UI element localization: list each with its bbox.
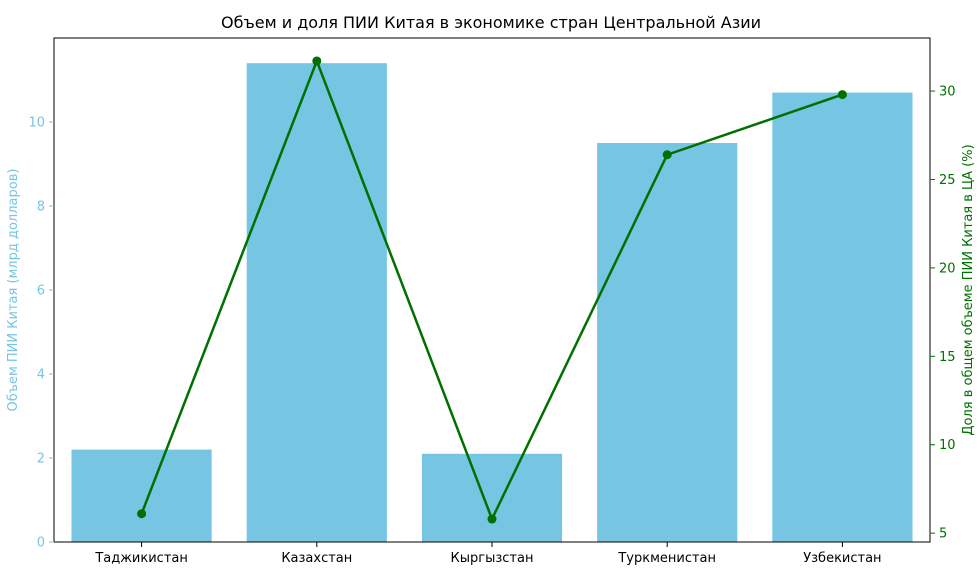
line-layer — [137, 56, 847, 524]
x-tick-label: Узбекистан — [803, 551, 881, 566]
line-point-5 — [837, 90, 847, 100]
chart-title: Объем и доля ПИИ Китая в экономике стран… — [221, 13, 761, 32]
y2-tick-label: 30 — [939, 85, 956, 100]
x-tick-label: Таджикистан — [94, 551, 188, 566]
y2-tick-label: 5 — [939, 527, 947, 542]
y-tick-label: 8 — [37, 200, 45, 215]
y-axis-label: Объем ПИИ Китая (млрд долларов) — [6, 169, 21, 412]
line-point-4 — [662, 150, 672, 160]
line-point-3 — [487, 514, 497, 524]
x-tick-label: Туркменистан — [617, 551, 716, 566]
bar-2 — [246, 63, 387, 542]
y2-tick-label: 25 — [939, 173, 956, 188]
bars-layer — [71, 63, 913, 542]
bar-4 — [597, 143, 738, 542]
bar-5 — [772, 92, 913, 542]
y2-tick-label: 15 — [939, 350, 956, 365]
y-tick-label: 0 — [37, 536, 45, 551]
y2-tick-label: 20 — [939, 261, 956, 276]
y-tick-label: 6 — [37, 284, 45, 299]
y-tick-label: 10 — [28, 116, 45, 131]
y2-axis-label: Доля в общем объеме ПИИ Китая в ЦА (%) — [961, 144, 976, 435]
line-point-1 — [137, 509, 147, 519]
y-tick-label: 4 — [37, 368, 45, 383]
y2-tick-label: 10 — [939, 438, 956, 453]
ticks-layer: 0 2 4 6 8 10 5 10 15 20 25 30 Таджикистан Казахстан Кы… — [28, 85, 955, 566]
x-tick-label: Кыргызстан — [451, 551, 534, 566]
line-point-2 — [312, 56, 322, 66]
x-tick-label: Казахстан — [281, 551, 352, 566]
y-tick-label: 2 — [37, 452, 45, 467]
bar-1 — [71, 449, 212, 542]
bar-3 — [421, 453, 563, 542]
